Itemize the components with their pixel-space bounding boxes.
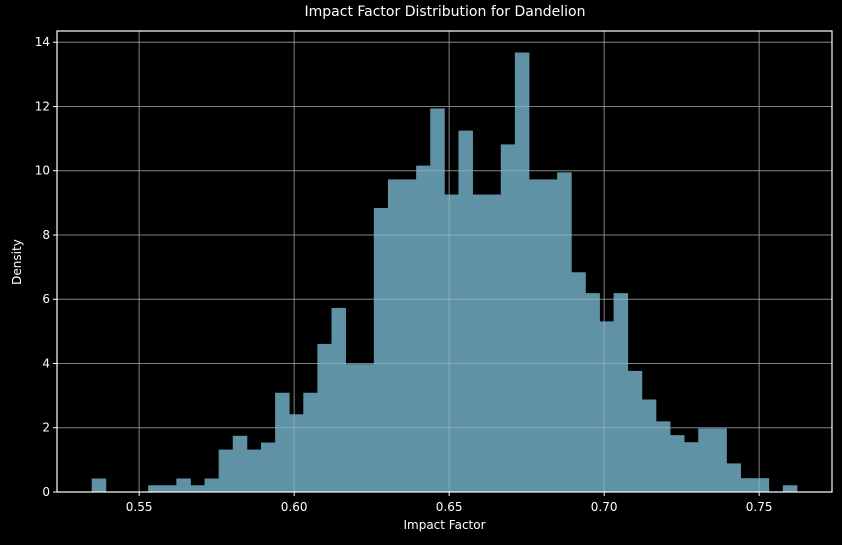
histogram-bar xyxy=(472,194,488,492)
x-tick-label: 0.70 xyxy=(591,500,618,514)
histogram-bar xyxy=(444,194,459,492)
axes-frame xyxy=(56,30,833,493)
histogram-bars xyxy=(91,52,798,493)
histogram-bar xyxy=(176,478,191,492)
histogram-bar xyxy=(289,414,304,492)
histogram-bar xyxy=(218,449,234,492)
histogram-bar xyxy=(543,179,558,493)
histogram-bar xyxy=(387,179,403,493)
histogram-bar xyxy=(317,343,332,492)
histogram-bar xyxy=(740,478,756,492)
y-tick-label: 10 xyxy=(35,164,50,178)
histogram-bar xyxy=(416,165,431,492)
histogram-bar xyxy=(373,208,389,492)
y-tick-label: 6 xyxy=(42,292,50,306)
histogram-bar xyxy=(698,428,713,492)
histogram-bar xyxy=(430,108,445,492)
histogram-bar xyxy=(571,272,586,492)
histogram-bar xyxy=(627,370,643,492)
histogram-bar xyxy=(190,485,205,492)
histogram-bar xyxy=(655,421,671,492)
y-tick-label: 0 xyxy=(42,485,50,499)
gridlines-overlay xyxy=(57,31,832,493)
histogram-bar xyxy=(204,478,220,492)
histogram-bar xyxy=(613,293,629,492)
y-tick-label: 12 xyxy=(35,99,50,113)
histogram-bar xyxy=(303,392,318,492)
x-tick-label: 0.65 xyxy=(436,500,463,514)
histogram-bar xyxy=(91,478,107,492)
y-axis-ticks: 0 2 4 6 8 10 12 14 xyxy=(35,35,57,499)
x-tick-label: 0.75 xyxy=(746,500,773,514)
chart-title: Impact Factor Distribution for Dandelion xyxy=(304,4,586,20)
histogram-bar xyxy=(599,321,615,492)
histogram-bar xyxy=(670,435,685,492)
histogram-bar xyxy=(260,442,276,492)
y-tick-label: 14 xyxy=(35,35,50,49)
x-tick-label: 0.60 xyxy=(281,500,308,514)
histogram-bar xyxy=(486,194,502,492)
y-tick-label: 4 xyxy=(42,356,50,370)
histogram-bar xyxy=(585,293,600,492)
histogram-bar xyxy=(246,449,262,492)
y-tick-label: 8 xyxy=(42,228,50,242)
histogram-bar xyxy=(726,463,741,492)
histogram-bar xyxy=(345,364,361,492)
histogram-bar xyxy=(500,144,516,493)
histogram-bar xyxy=(148,485,163,492)
histogram-bar xyxy=(514,52,530,492)
histogram-bar xyxy=(232,435,248,492)
histogram-bar xyxy=(331,307,347,492)
x-tick-label: 0.55 xyxy=(126,500,153,514)
histogram-bar xyxy=(458,130,473,492)
histogram-bar xyxy=(162,485,177,492)
histogram-bar xyxy=(641,399,657,492)
y-tick-label: 2 xyxy=(42,421,50,435)
histogram-bar xyxy=(275,392,290,492)
histogram-bar xyxy=(712,428,727,492)
histogram-bar xyxy=(359,364,375,492)
histogram-bar xyxy=(557,172,572,492)
x-axis-ticks: 0.55 0.60 0.65 0.70 0.75 xyxy=(126,492,773,514)
histogram-bar xyxy=(782,485,798,492)
histogram-bar xyxy=(402,179,417,493)
histogram-bar xyxy=(528,179,544,493)
histogram-bar xyxy=(684,442,699,492)
x-axis-label: Impact Factor xyxy=(403,518,486,532)
histogram-bar xyxy=(754,478,770,492)
